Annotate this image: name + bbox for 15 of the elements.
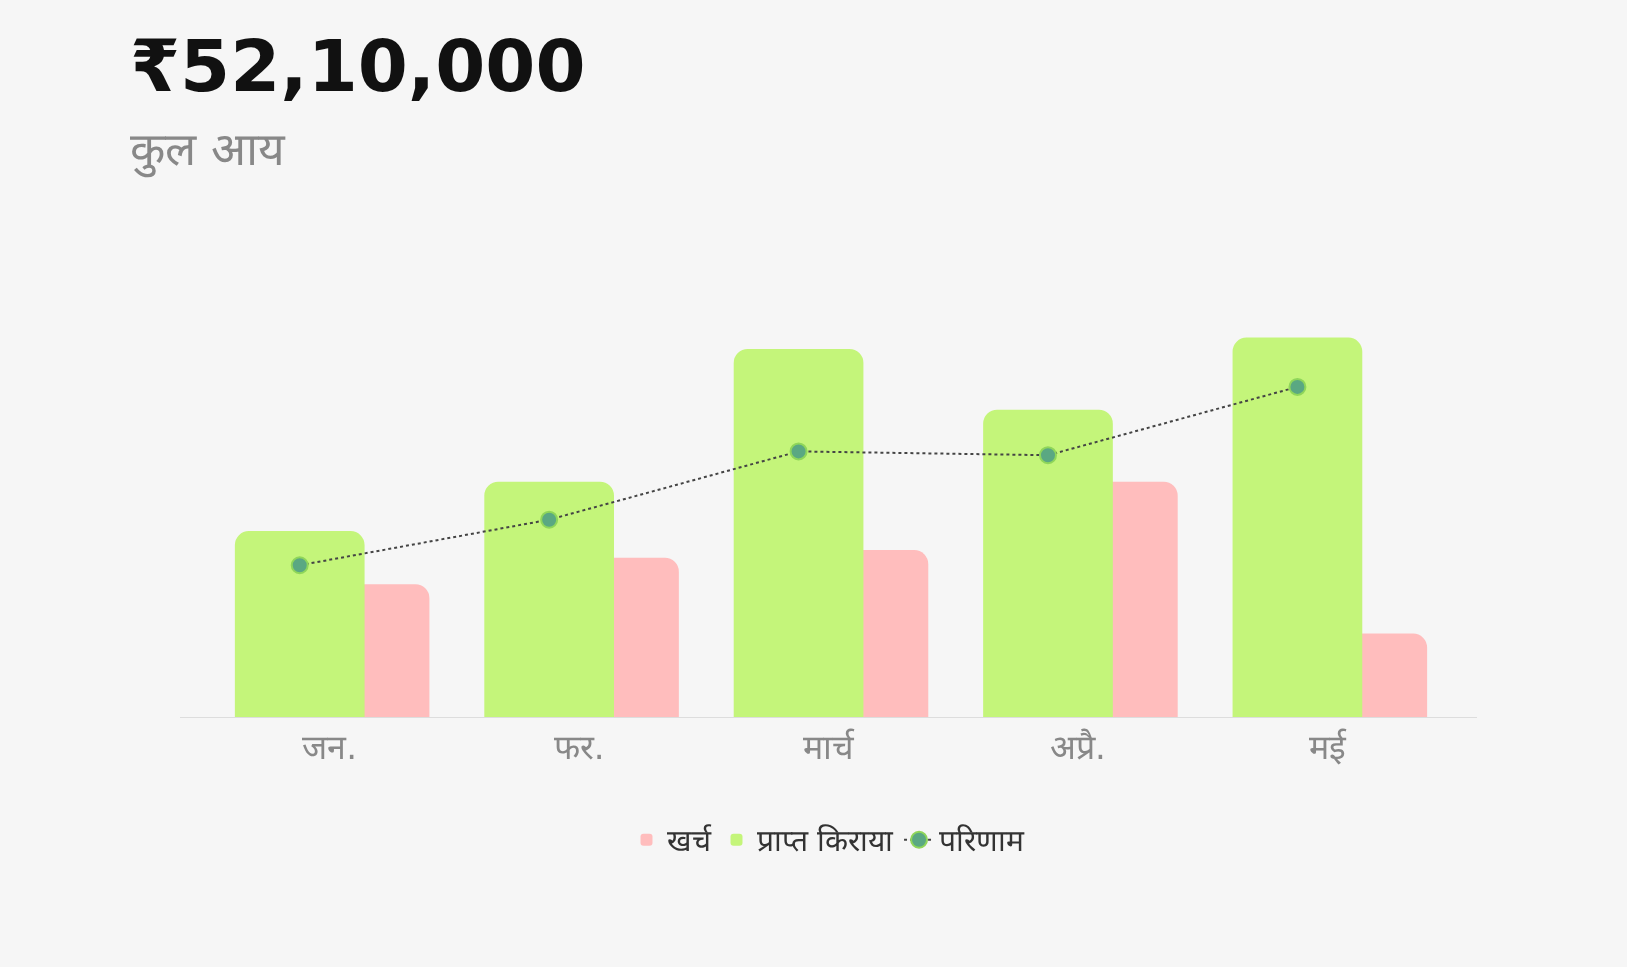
bar <box>983 409 1113 717</box>
legend-label: प्राप्त किराया <box>756 823 895 859</box>
x-tick-label: अप्रै. <box>1050 726 1106 767</box>
x-tick-label: मई <box>1308 726 1347 767</box>
x-tick-label: मार्च <box>803 726 855 767</box>
x-tick-label: जन. <box>302 726 358 767</box>
bar <box>234 531 365 717</box>
bar <box>1232 337 1363 717</box>
legend-label: खर्च <box>666 823 712 859</box>
chart-subtitle: कुल आय <box>130 122 286 178</box>
chart-title: ₹52,10,000 <box>130 24 586 108</box>
bar <box>484 481 614 717</box>
legend-label: परिणाम <box>939 823 1026 859</box>
x-tick-label: फर. <box>553 726 605 767</box>
bar <box>733 348 864 717</box>
